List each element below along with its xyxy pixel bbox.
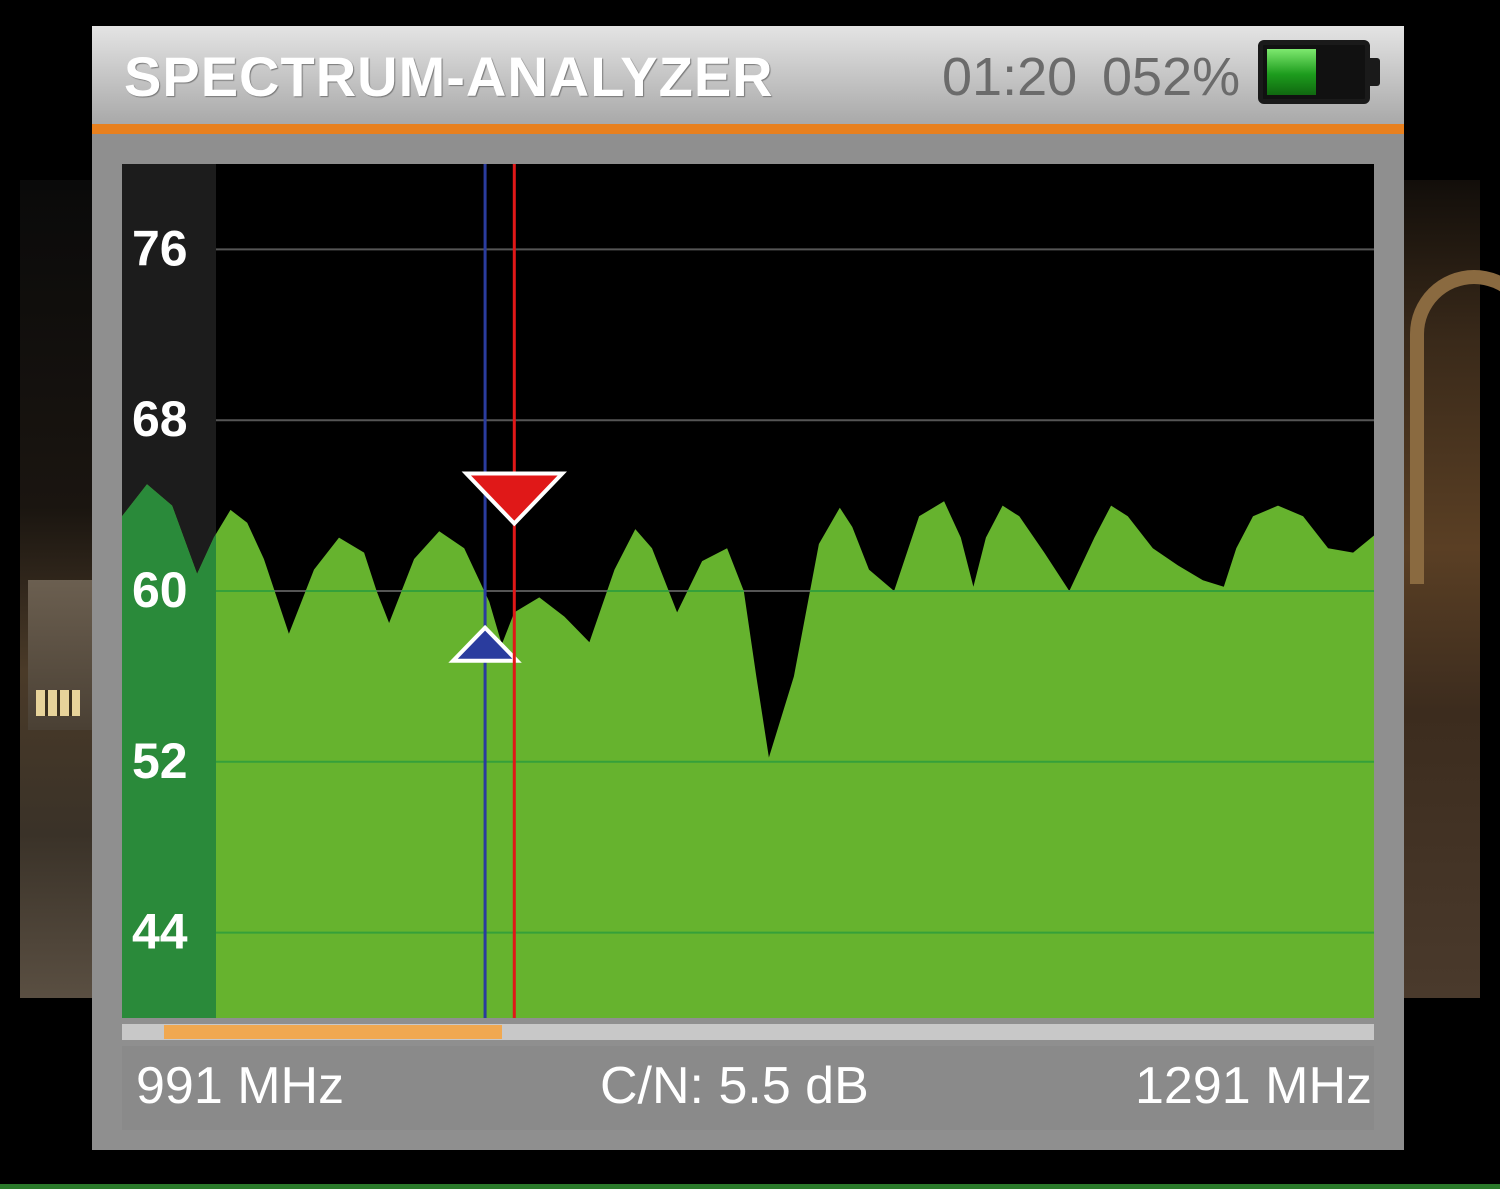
spectrum-screen[interactable]: 76 68 60 52 44	[122, 164, 1374, 1018]
y-tick-label-60: 60	[132, 562, 188, 618]
accent-divider	[92, 124, 1404, 134]
background-photo-right	[1400, 180, 1500, 998]
y-tick-label-44: 44	[132, 904, 188, 960]
bottom-edge	[0, 1184, 1500, 1189]
y-tick-label-52: 52	[132, 733, 188, 789]
title-bar: SPECTRUM-ANALYZER 01:20 052%	[92, 26, 1404, 124]
y-tick-label-76: 76	[132, 220, 188, 276]
mode-title: SPECTRUM-ANALYZER	[124, 45, 774, 108]
y-axis-band-fill	[122, 484, 216, 1018]
frequency-scrollbar[interactable]	[122, 1024, 1374, 1040]
spectrum-trace	[122, 484, 1374, 1018]
stop-frequency: 1291 MHz	[1135, 1057, 1372, 1115]
scrollbar-thumb[interactable]	[164, 1025, 503, 1039]
background-arch	[1410, 270, 1500, 584]
clock: 01:20	[942, 47, 1078, 107]
battery-percent: 052%	[1102, 47, 1241, 107]
battery-level-fill	[1267, 49, 1316, 95]
battery-terminal	[1370, 58, 1380, 86]
status-footer: 991 MHz C/N: 5.5 dB 1291 MHz	[122, 1046, 1374, 1130]
start-frequency: 991 MHz	[136, 1057, 345, 1115]
background-lit-windows	[36, 690, 80, 716]
red-marker-icon	[461, 471, 567, 527]
battery-icon	[1258, 40, 1370, 104]
y-tick-label-68: 68	[132, 391, 188, 447]
spectrum-chart[interactable]: 76 68 60 52 44	[122, 164, 1374, 1018]
blue-marker-icon	[448, 624, 522, 663]
analyzer-display: SPECTRUM-ANALYZER 01:20 052% 76 68 60 52 44 …	[92, 26, 1404, 1150]
cn-readout: C/N: 5.5 dB	[600, 1057, 869, 1115]
background-photo-left	[20, 180, 100, 998]
